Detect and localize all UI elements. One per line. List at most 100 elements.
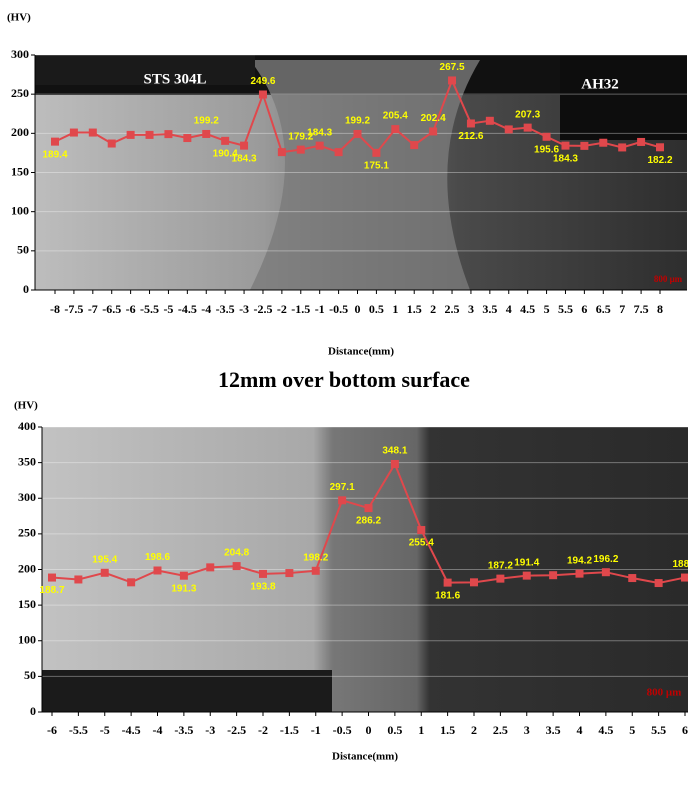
x-tick-label: 5.5	[558, 302, 573, 316]
marker	[523, 572, 531, 580]
x-tick-label: 4.5	[598, 723, 613, 737]
marker	[285, 569, 293, 577]
data-label: 188.7	[672, 559, 688, 570]
x-tick-label: 0	[366, 723, 372, 737]
marker	[127, 131, 135, 139]
chart-title: 12mm over bottom surface	[218, 367, 470, 392]
marker	[108, 140, 116, 148]
data-label: 182.2	[647, 155, 672, 166]
x-tick-label: 2	[471, 723, 477, 737]
annotation: 800 μm	[647, 687, 682, 699]
x-tick-label: -3.5	[216, 302, 235, 316]
marker	[316, 142, 324, 150]
marker	[637, 138, 645, 146]
marker	[221, 137, 229, 145]
y-tick-label: 400	[18, 419, 36, 433]
marker	[656, 143, 664, 151]
marker	[543, 133, 551, 141]
marker	[467, 119, 475, 127]
data-label: 255.4	[409, 538, 434, 549]
marker	[496, 575, 504, 583]
x-tick-label: -4	[153, 723, 163, 737]
marker	[505, 125, 513, 133]
x-tick-label: -0.5	[329, 302, 348, 316]
data-label: 175.1	[364, 160, 389, 171]
x-tick-label: 4	[577, 723, 583, 737]
x-tick-label: 1	[392, 302, 398, 316]
y-tick-label: 300	[18, 490, 36, 504]
data-label: 184.3	[307, 127, 332, 138]
x-tick-label: -4	[201, 302, 211, 316]
x-tick-label: -3	[205, 723, 215, 737]
x-tick-label: -2	[277, 302, 287, 316]
x-tick-label: 2.5	[493, 723, 508, 737]
data-label: 204.8	[224, 548, 249, 559]
marker	[681, 574, 688, 582]
marker	[297, 146, 305, 154]
marker	[580, 142, 588, 150]
marker	[183, 134, 191, 142]
x-tick-label: -3.5	[174, 723, 193, 737]
y-tick-label: 100	[11, 203, 29, 217]
x-tick-label: -2.5	[253, 302, 272, 316]
y-tick-label: 250	[11, 86, 29, 100]
x-tick-label: 3.5	[546, 723, 561, 737]
figure: 12mm over bottom surface (HV) Distance(mm…	[0, 0, 688, 789]
x-tick-label: 2.5	[445, 302, 460, 316]
x-tick-label: -6	[47, 723, 57, 737]
data-label: 267.5	[440, 62, 465, 73]
x-tick-label: -3	[239, 302, 249, 316]
x-tick-label: 8	[657, 302, 663, 316]
x-tick-label: 1	[418, 723, 424, 737]
data-label: 205.4	[383, 111, 408, 122]
marker	[180, 572, 188, 580]
marker	[354, 130, 362, 138]
x-tick-label: -5	[100, 723, 110, 737]
data-label: 212.6	[458, 131, 483, 142]
x-tick-label: 0.5	[369, 302, 384, 316]
data-label: 249.6	[250, 76, 275, 87]
marker	[259, 570, 267, 578]
marker	[312, 567, 320, 575]
y-tick-label: 100	[18, 633, 36, 647]
marker	[372, 149, 380, 157]
x-tick-label: 0.5	[387, 723, 402, 737]
x-tick-label: -4.5	[178, 302, 197, 316]
marker	[448, 76, 456, 84]
marker	[74, 575, 82, 583]
data-label: 348.1	[382, 446, 407, 457]
data-label: 194.2	[567, 555, 592, 566]
x-tick-label: -6.5	[102, 302, 121, 316]
x-tick-label: 1.5	[440, 723, 455, 737]
data-label: 184.3	[232, 153, 257, 164]
marker	[127, 578, 135, 586]
data-label: 187.2	[488, 560, 513, 571]
y-axis-label: (HV)	[7, 12, 31, 24]
x-tick-label: -0.5	[333, 723, 352, 737]
marker	[89, 129, 97, 137]
x-tick-label: -1.5	[291, 302, 310, 316]
x-tick-label: 5.5	[651, 723, 666, 737]
marker	[410, 141, 418, 149]
y-tick-label: 200	[18, 561, 36, 575]
x-tick-label: 0	[355, 302, 361, 316]
y-axis-label: (HV)	[14, 400, 38, 412]
marker	[206, 563, 214, 571]
x-tick-label: 6	[581, 302, 587, 316]
x-tick-label: 3	[468, 302, 474, 316]
data-label: 189.4	[42, 149, 67, 160]
marker	[202, 130, 210, 138]
marker	[154, 566, 162, 574]
marker	[470, 578, 478, 586]
y-tick-label: 50	[17, 243, 29, 257]
marker	[278, 148, 286, 156]
marker	[146, 131, 154, 139]
marker	[561, 142, 569, 150]
y-tick-label: 300	[11, 47, 29, 61]
x-axis-label: Distance(mm)	[332, 751, 398, 763]
marker	[417, 526, 425, 534]
marker	[391, 460, 399, 468]
marker	[164, 130, 172, 138]
marker	[70, 129, 78, 137]
x-tick-label: -4.5	[122, 723, 141, 737]
